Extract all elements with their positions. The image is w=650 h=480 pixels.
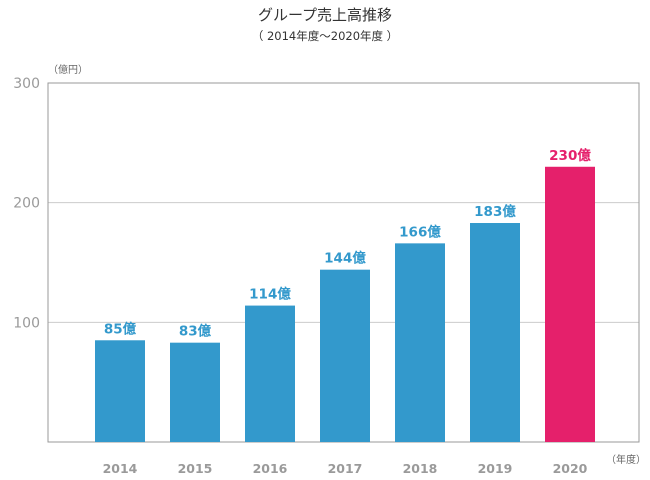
chart-subtitle: （ 2014年度～2020年度 ）	[251, 29, 399, 43]
data-label: 166億	[399, 223, 441, 240]
bar	[170, 342, 220, 442]
data-label: 114億	[249, 286, 291, 303]
data-label: 144億	[324, 250, 366, 267]
x-tick-label: 2019	[478, 461, 513, 476]
x-tick-label: 2017	[328, 461, 363, 476]
y-tick-label: 200	[13, 196, 40, 212]
y-axis-unit: （億円）	[48, 63, 88, 76]
bar	[470, 223, 520, 442]
y-tick-label: 300	[13, 76, 40, 92]
x-tick-label: 2018	[403, 461, 438, 476]
data-label: 85億	[104, 320, 137, 337]
data-label: 83億	[179, 323, 212, 340]
chart-title: グループ売上高推移	[257, 6, 393, 24]
data-label: 183億	[474, 203, 516, 220]
data-label: 230億	[549, 147, 591, 164]
bar	[545, 166, 595, 442]
bar	[95, 340, 145, 442]
bar	[320, 269, 370, 442]
bar	[395, 243, 445, 442]
x-tick-label: 2020	[553, 461, 588, 476]
bar	[245, 305, 295, 442]
x-axis-unit: （年度）	[606, 453, 646, 466]
x-tick-label: 2015	[178, 461, 213, 476]
x-tick-label: 2014	[103, 461, 138, 476]
x-tick-label: 2016	[253, 461, 288, 476]
y-tick-label: 100	[13, 315, 40, 331]
